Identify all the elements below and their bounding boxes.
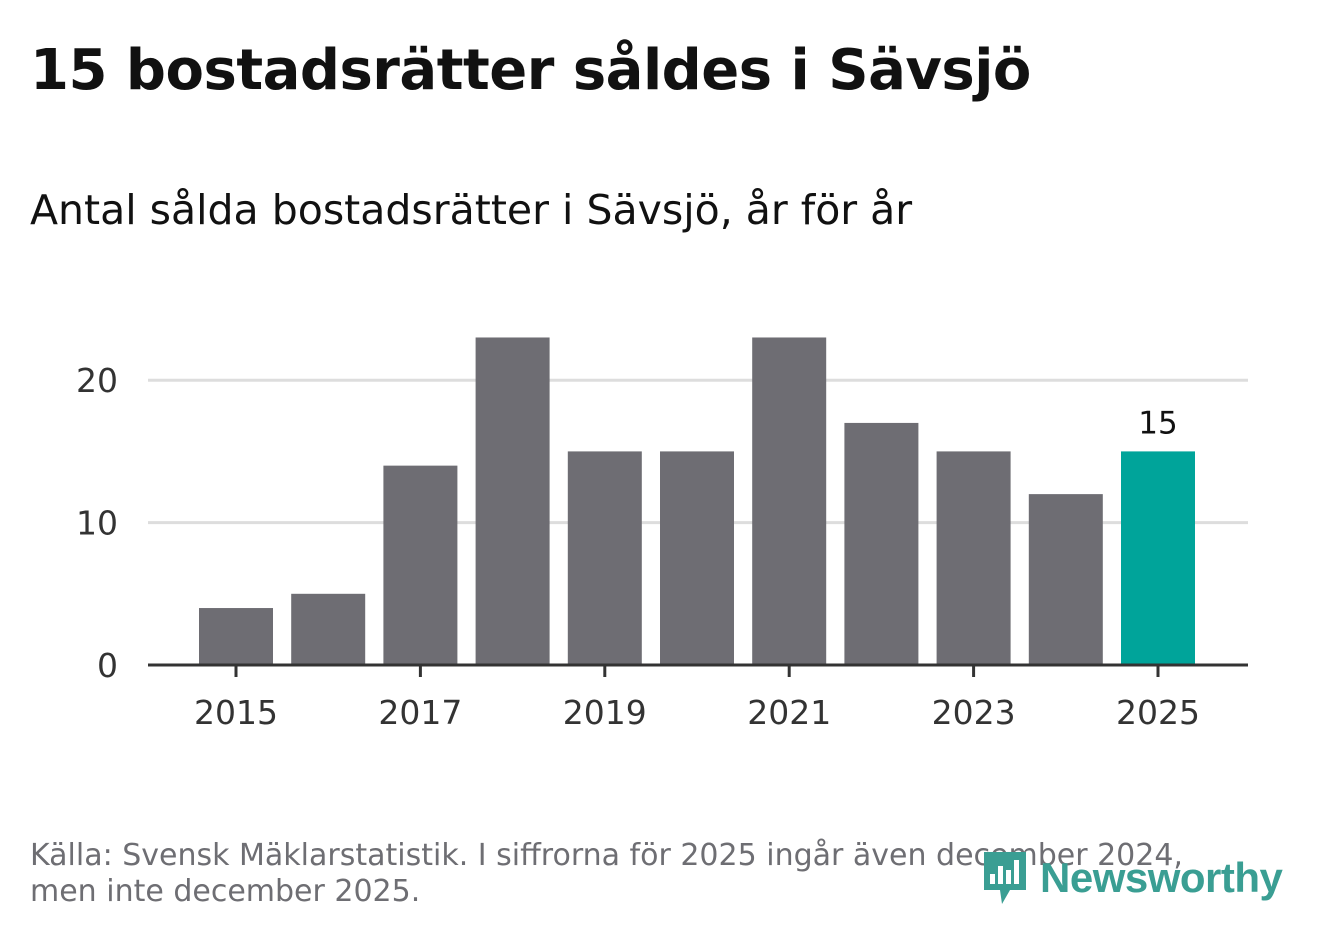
y-tick-label: 0 bbox=[97, 646, 118, 685]
bar-2017 bbox=[383, 465, 458, 665]
x-tick-label: 2025 bbox=[1116, 693, 1200, 732]
bar-2018 bbox=[475, 337, 550, 665]
bar-2025 bbox=[1121, 451, 1195, 665]
data-labels: 15 bbox=[1138, 405, 1177, 441]
bar-2020 bbox=[660, 451, 734, 665]
bar-2021 bbox=[752, 337, 827, 665]
x-tick-label: 2019 bbox=[563, 693, 647, 732]
y-axis-ticks: 0 10 20 bbox=[76, 361, 118, 685]
bar-2015 bbox=[199, 608, 273, 665]
x-tick-label: 2015 bbox=[194, 693, 278, 732]
bars bbox=[199, 337, 1195, 665]
x-tick-label: 2017 bbox=[378, 693, 462, 732]
bar-2023 bbox=[936, 451, 1011, 665]
bar-2024 bbox=[1028, 494, 1103, 665]
bar-2016 bbox=[291, 593, 366, 665]
y-tick-label: 10 bbox=[76, 504, 118, 543]
x-axis-ticks: 2015 2017 2019 2021 2023 2025 bbox=[194, 665, 1200, 732]
bar-2019 bbox=[567, 451, 642, 665]
x-tick-label: 2021 bbox=[747, 693, 831, 732]
x-tick-label: 2023 bbox=[932, 693, 1016, 732]
y-tick-label: 20 bbox=[76, 361, 118, 400]
logo-text: Newsworthy bbox=[1040, 854, 1283, 901]
source-line-2: men inte december 2025. bbox=[30, 874, 421, 909]
chart-subtitle: Antal sålda bostadsrätter i Sävsjö, år f… bbox=[30, 186, 913, 234]
data-label-2025: 15 bbox=[1138, 405, 1177, 441]
newsworthy-logo: Newsworthy bbox=[980, 848, 1283, 908]
newsworthy-logo-icon bbox=[984, 852, 1026, 904]
bar-2022 bbox=[844, 422, 919, 665]
chart-title: 15 bostadsrätter såldes i Sävsjö bbox=[30, 38, 1031, 103]
